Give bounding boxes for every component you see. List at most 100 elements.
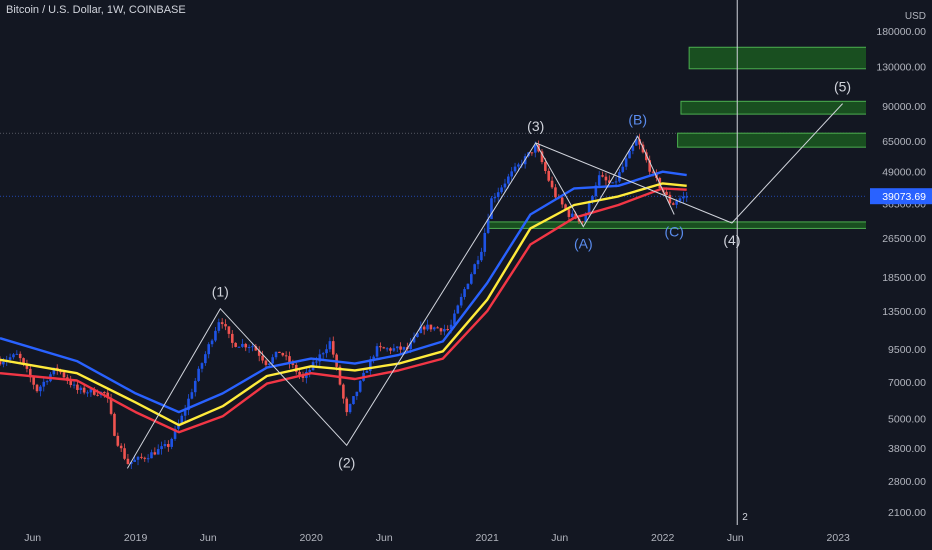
time-tick-label: 2019 [124, 532, 148, 544]
time-tick-label: Jun [24, 532, 41, 544]
candle-body [261, 355, 264, 361]
candle-body [544, 162, 547, 171]
candle-body [634, 139, 638, 146]
candle-body [86, 392, 89, 394]
candle-body [251, 346, 254, 348]
support-resistance-zone-4 [487, 221, 904, 229]
candle-body [399, 346, 402, 350]
candle-body [345, 398, 349, 413]
candle-body [0, 361, 2, 365]
candle-body [167, 444, 170, 447]
price-tick-label: 180000.00 [876, 26, 926, 38]
time-tick-label: 2020 [299, 532, 323, 544]
candle-body [284, 355, 288, 357]
candle-body [89, 389, 93, 393]
candle-body [22, 358, 25, 364]
candle-body [584, 214, 588, 222]
time-tick-label: Jun [200, 532, 217, 544]
candle-body [358, 380, 362, 392]
candle-body [69, 380, 72, 386]
candle-body [550, 180, 554, 188]
candle-body [422, 326, 426, 330]
chart-title: Bitcoin / U.S. Dollar, 1W, COINBASE [6, 4, 186, 16]
candle-body [237, 346, 241, 348]
candle-body [530, 152, 534, 154]
candle-body [655, 172, 658, 178]
candle-body [685, 196, 689, 198]
candle-body [92, 389, 96, 395]
candle-body [170, 438, 173, 447]
candle-body [45, 381, 49, 383]
candle-body [449, 324, 453, 330]
price-tick-label: 13500.00 [882, 306, 926, 318]
candle-body [581, 221, 584, 223]
candle-body [645, 152, 648, 161]
candle-body [486, 218, 490, 233]
price-axis-background [866, 0, 932, 550]
candle-body [443, 328, 446, 332]
candle-body [365, 370, 369, 373]
candle-body [426, 324, 429, 330]
candle-body [614, 181, 618, 183]
candle-body [591, 196, 594, 202]
candle-body [241, 343, 244, 347]
vertical-marker-label-1: 2 [742, 512, 748, 523]
candle-body [382, 347, 386, 349]
candle-body [564, 204, 567, 210]
candle-body [15, 353, 19, 355]
candle-body [146, 458, 150, 460]
candle-body [62, 372, 66, 378]
candle-body [291, 363, 295, 365]
support-resistance-zone-1 [688, 46, 869, 70]
candle-body [150, 452, 153, 459]
candle-body [372, 356, 375, 360]
candle-body [143, 457, 147, 459]
candle-body [136, 456, 140, 460]
wave-label-a: (A) [574, 236, 593, 252]
candle-body [490, 198, 493, 219]
candle-body [123, 448, 126, 459]
candle-body [574, 213, 577, 219]
candle-body [466, 283, 470, 290]
candle-body [217, 322, 221, 331]
last-price-value: 39073.69 [882, 191, 926, 203]
candle-body [342, 384, 345, 399]
candle-body [517, 164, 520, 167]
candle-body [469, 274, 473, 284]
price-tick-label: 26500.00 [882, 233, 926, 245]
candle-body [503, 183, 507, 188]
price-tick-label: 130000.00 [876, 61, 926, 73]
candle-body [560, 197, 564, 205]
price-tick-label: 3800.00 [888, 443, 926, 455]
candle-body [214, 330, 217, 341]
corrective-wave-path [535, 135, 675, 228]
wave-label-4: (4) [723, 232, 740, 248]
candle-body [439, 328, 443, 332]
candle-body [197, 368, 200, 381]
price-tick-label: 5000.00 [888, 413, 926, 425]
moving-average-line-2 [0, 182, 687, 427]
candle-body [301, 375, 305, 378]
candle-body [200, 363, 204, 369]
candle-body [412, 336, 416, 343]
price-tick-label: 7000.00 [888, 377, 926, 389]
candle-body [554, 187, 557, 198]
candle-body [2, 361, 5, 365]
candle-body [496, 192, 500, 198]
candle-body [453, 313, 456, 325]
candle-body [210, 340, 214, 345]
candle-body [476, 260, 480, 265]
candle-body [193, 380, 197, 393]
candle-body [321, 353, 325, 355]
wave-label-5: (5) [834, 79, 851, 95]
candle-body [96, 394, 99, 396]
candle-body [385, 348, 389, 350]
candle-body [274, 351, 278, 358]
wave-label-3: (3) [527, 118, 544, 134]
moving-average-line-1 [0, 170, 687, 414]
candle-body [597, 175, 601, 186]
candle-body [72, 384, 76, 386]
